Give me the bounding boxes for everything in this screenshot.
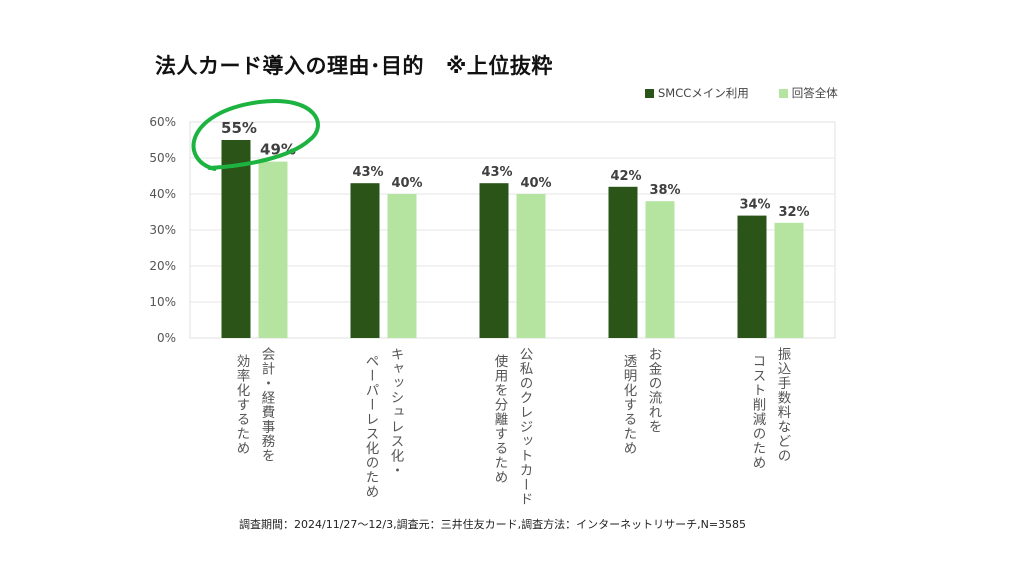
survey-footnote: 調査期間：2024/11/27～12/3,調査元：三井住友カード,調査方法：イン…: [239, 518, 747, 531]
bar-all: [774, 222, 804, 338]
bar-smcc: [608, 186, 638, 338]
data-label: 42%: [610, 169, 641, 184]
legend-item-all: 回答全体: [778, 85, 838, 101]
highlight-circle-annotation: [191, 98, 320, 171]
y-tick-label: 50%: [149, 151, 176, 165]
category-label-line1: 公私のクレジットカード: [516, 347, 533, 507]
data-label: 34%: [739, 198, 770, 213]
y-tick-label: 60%: [149, 115, 176, 129]
legend-swatch-smcc: [645, 88, 654, 98]
category-label-line1: 会計・経費事務を: [258, 347, 275, 463]
legend: SMCCメイン利用 回答全体: [645, 85, 838, 101]
bar-all: [258, 161, 288, 338]
category-label-line2: ペーパーレス化のため: [362, 354, 379, 499]
category-label-line1: 振込手数料などの: [774, 347, 791, 463]
bar-all: [387, 194, 417, 338]
chart-title: 法人カード導入の理由･目的 ※上位抜粋: [155, 50, 553, 80]
bar-smcc: [737, 215, 767, 338]
bar-all: [516, 194, 546, 338]
category-label-line2: 効率化するため: [233, 354, 250, 456]
y-tick-label: 0%: [157, 331, 176, 345]
y-tick-label: 10%: [149, 295, 176, 309]
category-label-line2: コスト削減のため: [749, 354, 766, 470]
legend-item-smcc: SMCCメイン利用: [645, 85, 749, 101]
category-label-line2: 使用を分離するため: [491, 354, 508, 485]
bar-smcc: [479, 183, 509, 338]
data-label: 38%: [649, 183, 680, 198]
bar-smcc: [350, 183, 380, 338]
data-label: 40%: [520, 176, 551, 191]
legend-label-smcc: SMCCメイン利用: [658, 86, 749, 100]
category-label-line1: キャッシュレス化・: [387, 347, 404, 478]
title-main: 法人カード導入の理由･目的: [155, 54, 424, 78]
legend-swatch-all: [778, 88, 788, 98]
legend-label-all: 回答全体: [791, 86, 838, 100]
data-label: 32%: [778, 205, 809, 220]
data-label: 40%: [391, 176, 422, 191]
data-label: 43%: [481, 165, 512, 180]
bar-smcc: [221, 140, 251, 338]
category-label-line1: お金の流れを: [645, 347, 662, 434]
y-tick-label: 20%: [149, 259, 176, 273]
y-tick-label: 30%: [149, 223, 176, 237]
plot-area-border: [189, 121, 836, 339]
data-label: 43%: [352, 165, 383, 180]
category-label-line2: 透明化するため: [620, 354, 637, 456]
y-tick-label: 40%: [149, 187, 176, 201]
data-label: 55%: [221, 119, 257, 137]
bar-all: [645, 201, 675, 338]
title-note: ※上位抜粋: [446, 54, 553, 78]
